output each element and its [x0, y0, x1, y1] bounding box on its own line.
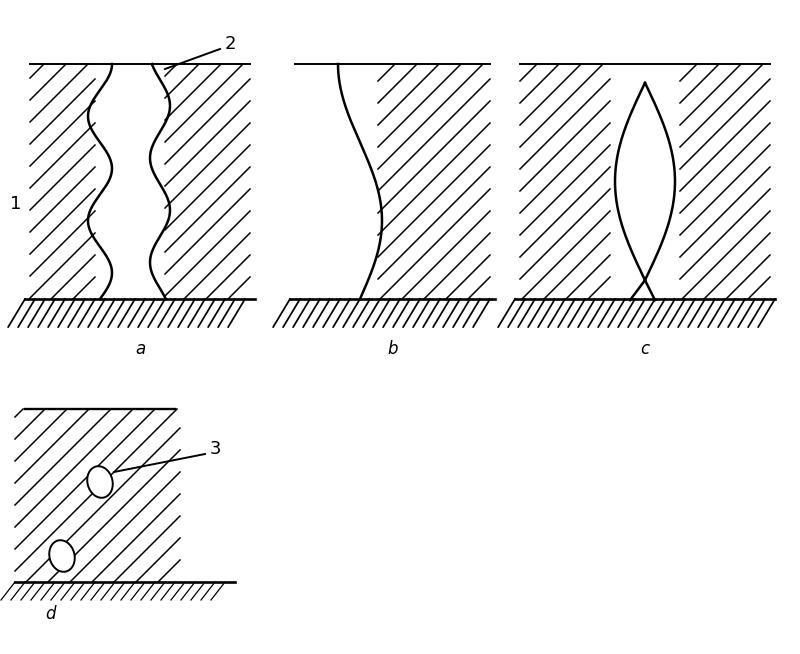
Text: c: c: [641, 340, 650, 358]
Text: b: b: [387, 340, 398, 358]
Text: 2: 2: [225, 35, 237, 53]
Text: d: d: [45, 605, 55, 623]
Ellipse shape: [50, 540, 74, 572]
Ellipse shape: [87, 466, 113, 498]
Text: 1: 1: [10, 195, 22, 213]
Text: a: a: [135, 340, 145, 358]
Text: 3: 3: [210, 440, 222, 458]
